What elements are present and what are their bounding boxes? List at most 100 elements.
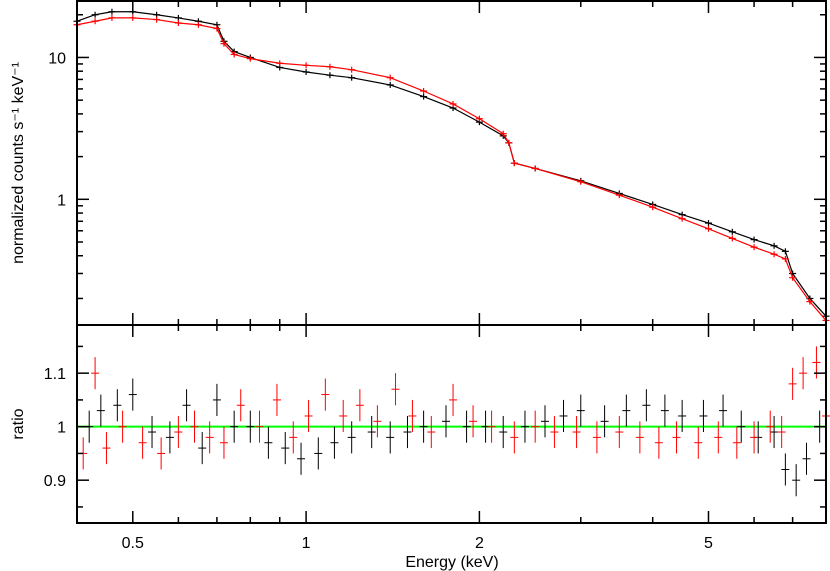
ratio-black-point [792, 464, 801, 497]
spectrum-red-point [449, 100, 457, 107]
spectrum-red-point [510, 160, 518, 167]
ratio-black-point [264, 426, 273, 459]
spectrum-red-point [615, 192, 623, 199]
ratio-black-point [600, 405, 609, 438]
spectrum-black-point [770, 242, 778, 249]
ratio-black-point [113, 389, 122, 422]
spectrum-red-point [499, 130, 507, 137]
y-tick-label: 1 [57, 420, 66, 437]
spectrum-red-point [728, 235, 736, 242]
spectrum-panel: 1 10 normalized counts s⁻¹ keV⁻¹ [10, 0, 830, 326]
x-tick-label: 1 [302, 535, 311, 552]
ratio-black-point [212, 383, 221, 416]
ratio-black-point [230, 410, 239, 443]
ratio-red-point [592, 421, 601, 454]
spectrum-red-point [420, 88, 428, 95]
spectrum-black-point [728, 228, 736, 235]
spectrum-black-point [781, 248, 789, 255]
ratio-black-point [770, 415, 779, 449]
ratio-red-point [672, 421, 681, 454]
ratio-black-point [802, 442, 811, 475]
spectrum-red-point [194, 21, 202, 28]
ratio-panel: 0.5 1 2 5 0.9 1 1.1 ratio Energy (keV) [10, 324, 830, 571]
spectrum-red-point [505, 139, 513, 146]
spectrum-red-point [770, 251, 778, 258]
ratio-red-point [572, 415, 581, 449]
ratio-black-point [559, 399, 568, 433]
spectrum-red-point [174, 19, 182, 26]
ratio-red-point [714, 421, 723, 454]
x-axis-label: Energy (keV) [405, 554, 498, 571]
ratio-black-point [182, 389, 191, 422]
ratio-red-point [777, 415, 786, 449]
spectrum-red-point [531, 165, 539, 172]
ratio-red-point [408, 399, 417, 433]
ratio-black-point [403, 415, 412, 449]
ratio-black-point [314, 437, 323, 470]
x-tick-label: 2 [475, 535, 484, 552]
ratio-black-point [737, 410, 746, 443]
ratio-red-point [118, 410, 127, 443]
ratio-black-point [499, 415, 508, 449]
spectrum-y-axis-label: normalized counts s⁻¹ keV⁻¹ [10, 62, 27, 264]
spectrum-black-point [420, 93, 428, 100]
spectrum-red-point [213, 25, 221, 32]
y-tick-label: 0.9 [44, 473, 66, 490]
ratio-black-point [96, 394, 105, 427]
spectrum-red-point [577, 178, 585, 185]
ratio-black-point [622, 394, 631, 427]
ratio-red-point [373, 405, 382, 438]
spectrum-black-point [704, 220, 712, 227]
spectrum-black-point [108, 8, 116, 15]
ratio-red-point [449, 383, 458, 416]
spectrum-red-point [704, 225, 712, 232]
ratio-red-point [510, 421, 519, 454]
ratio-y-axis-label: ratio [10, 408, 27, 439]
ratio-red-point [487, 410, 496, 443]
ratio-red-point [799, 357, 808, 390]
ratio-red-point [750, 421, 759, 454]
ratio-red-point [138, 426, 147, 459]
ratio-red-point [355, 389, 364, 422]
ratio-black-point [462, 410, 471, 443]
ratio-red-point [550, 415, 559, 449]
spectrum-red-point [789, 274, 797, 281]
ratio-black-point [330, 426, 339, 459]
ratio-red-point [469, 405, 478, 438]
spectrum-red-point [678, 215, 686, 222]
ratio-black-point [642, 389, 651, 422]
ratio-red-point [531, 410, 540, 443]
ratio-black-point [442, 405, 451, 438]
spectrum-red-point [91, 18, 99, 25]
ratio-red-point [788, 367, 797, 400]
ratio-red-point [174, 415, 183, 449]
spectrum-red-point [108, 14, 116, 21]
ratio-red-point [694, 426, 703, 459]
ratio-black-point [128, 378, 137, 411]
ratio-red-point [190, 410, 199, 443]
spectrum-red-line [76, 17, 827, 321]
ratio-black-point [386, 421, 395, 454]
y-tick-label: 1.1 [44, 366, 66, 383]
x-tick-label: 0.5 [122, 535, 144, 552]
spectrum-red-point [781, 255, 789, 262]
spectrum-black-point [302, 68, 310, 75]
ratio-black-point [678, 399, 687, 433]
y-tick-label: 10 [48, 50, 66, 67]
spectrum-black-point [386, 81, 394, 88]
ratio-red-point [304, 399, 313, 433]
ratio-red-point [236, 389, 245, 422]
ratio-black-point [719, 394, 728, 427]
y-tick-label: 1 [57, 192, 66, 209]
ratio-black-point [419, 410, 428, 443]
spectrum-black-line [76, 11, 827, 317]
ratio-black-point [347, 421, 356, 454]
spectrum-red-point [750, 244, 758, 251]
spectrum-red-point [153, 16, 161, 23]
spectrum-red-point [276, 60, 284, 67]
spectrum-panel-frame [76, 0, 827, 326]
spectrum-red-point [386, 74, 394, 81]
ratio-panel-frame [76, 324, 827, 524]
ratio-red-point [272, 383, 281, 416]
